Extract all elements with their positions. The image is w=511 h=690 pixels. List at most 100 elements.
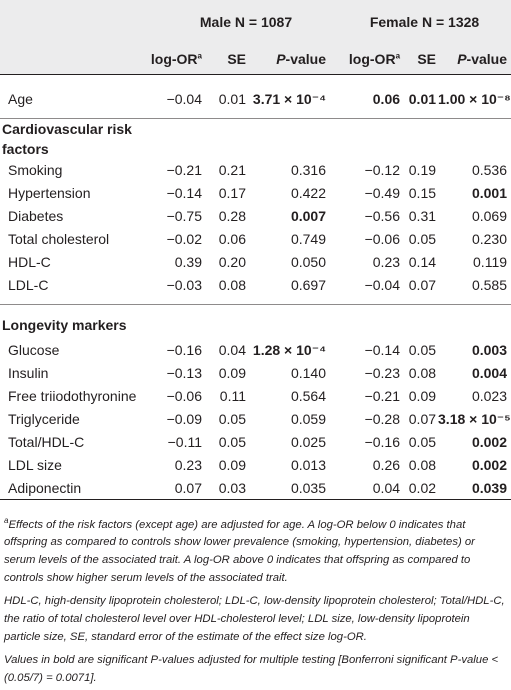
- row-label: Total cholesterol: [8, 231, 110, 247]
- section-title-cont: factors: [2, 140, 49, 157]
- cell-m-se: 0.08: [218, 277, 246, 293]
- cell-f-or: −0.06: [364, 231, 401, 247]
- row-label: Triglyceride: [8, 411, 80, 427]
- cell-m-p: 0.697: [290, 277, 327, 293]
- cell-m-p: 1.28 × 10⁻⁴: [252, 341, 327, 358]
- female-group-header: Female N = 1328: [369, 14, 480, 30]
- cell-m-or: 0.07: [174, 479, 202, 496]
- cell: 0.01: [408, 91, 437, 107]
- cell-m-se: 0.03: [218, 479, 246, 496]
- row-label: LDL size: [8, 457, 62, 473]
- cell: 3.71 × 10⁻⁴: [252, 90, 327, 107]
- table-row: HDL-C 0.39 0.20 0.050 0.23 0.14 0.119: [0, 251, 511, 274]
- cell-f-p: 0.023: [471, 388, 508, 404]
- table-row-age: Age −0.04 0.01 3.71 × 10⁻⁴ 0.06 0.01 1.0…: [0, 88, 511, 110]
- cell-m-p: 0.749: [290, 231, 327, 247]
- cell-m-or: −0.11: [167, 434, 202, 450]
- cell-m-or: −0.16: [166, 342, 202, 358]
- female-se-header: SE: [417, 50, 437, 67]
- cell-f-or: −0.16: [364, 434, 401, 450]
- female-pvalue-header: P-value: [457, 50, 508, 67]
- cell-f-p: 0.536: [471, 162, 508, 178]
- male-pvalue-header: P-value: [276, 50, 327, 67]
- cell-f-se: 0.31: [408, 208, 437, 224]
- footnote-abbreviations: HDL-C, high-density lipoprotein choleste…: [4, 595, 505, 644]
- cell-f-se: 0.05: [408, 434, 437, 450]
- cell-f-se: 0.05: [408, 342, 437, 358]
- section-longevity-rows: Glucose −0.16 0.04 1.28 × 10⁻⁴ −0.14 0.05 0.00…: [0, 339, 511, 500]
- cell-m-or: −0.21: [166, 162, 202, 178]
- section-header-longevity: Longevity markers: [0, 305, 511, 339]
- section-title: Longevity markers: [2, 316, 127, 333]
- cell-m-p: 0.007: [290, 208, 327, 224]
- cell-m-or: −0.13: [166, 365, 202, 381]
- cell-m-p: 0.059: [290, 411, 327, 427]
- cell-f-se: 0.07: [408, 411, 437, 427]
- cell: 1.00 × 10⁻⁸: [438, 90, 511, 107]
- row-label: HDL-C: [8, 254, 51, 270]
- section-header-cardiovascular: Cardiovascular risk factors: [0, 118, 511, 159]
- cell-m-se: 0.05: [218, 411, 246, 427]
- section-title: Cardiovascular risk: [2, 120, 132, 137]
- footnote-bold-values: Values in bold are significant P-values …: [4, 654, 499, 685]
- cell-f-p: 0.002: [471, 434, 508, 450]
- row-label: Adiponectin: [8, 479, 82, 496]
- table-row: Insulin −0.13 0.09 0.140 −0.23 0.08 0.004: [0, 362, 511, 385]
- row-label: Diabetes: [8, 208, 64, 224]
- table-row: Adiponectin 0.07 0.03 0.035 0.04 0.02 0.039: [0, 477, 511, 500]
- cell-m-se: 0.09: [218, 365, 246, 381]
- cell-f-or: −0.28: [364, 411, 401, 427]
- cell: −0.04: [166, 91, 202, 107]
- table-row: Smoking −0.21 0.21 0.316 −0.12 0.19 0.536: [0, 159, 511, 182]
- cell-m-p: 0.050: [290, 254, 327, 270]
- cell-m-p: 0.564: [290, 388, 327, 404]
- cell-m-se: 0.06: [218, 231, 246, 247]
- cell-f-p: 3.18 × 10⁻⁵: [438, 410, 511, 427]
- cell-f-se: 0.08: [408, 365, 437, 381]
- row-label: Total/HDL-C: [8, 434, 85, 450]
- table-row: Total/HDL-C −0.11 0.05 0.025 −0.16 0.05 0.002: [0, 431, 511, 454]
- cell-m-or: −0.02: [166, 231, 202, 247]
- cell-f-se: 0.14: [408, 254, 437, 270]
- cell-m-p: 0.025: [290, 434, 327, 450]
- row-label: Age: [8, 91, 33, 107]
- cell: 0.01: [218, 91, 246, 107]
- table-row: Free triiodothyronine −0.06 0.11 0.564 −0.21…: [0, 385, 511, 408]
- cell-f-p: 0.039: [471, 479, 508, 496]
- male-logor-header: log-ORa: [150, 50, 202, 67]
- cell-f-p: 0.004: [471, 365, 508, 381]
- cell-m-p: 0.422: [290, 185, 327, 201]
- cell-m-se: 0.21: [218, 162, 246, 178]
- cell-m-se: 0.04: [218, 342, 246, 358]
- table-row: Glucose −0.16 0.04 1.28 × 10⁻⁴ −0.14 0.05 0.00…: [0, 339, 511, 362]
- table-footnotes: aEffects of the risk factors (except age…: [0, 506, 511, 688]
- results-table: Male N = 1087 Female N = 1328 log-ORa SE…: [0, 0, 511, 501]
- cell-f-or: −0.49: [364, 185, 401, 201]
- row-label: Smoking: [8, 162, 63, 178]
- row-label: Hypertension: [8, 185, 91, 201]
- cell-m-se: 0.17: [218, 185, 246, 201]
- cell-m-or: −0.06: [166, 388, 202, 404]
- table-row: Triglyceride −0.09 0.05 0.059 −0.28 0.07 3.18 …: [0, 408, 511, 431]
- cell-f-se: 0.15: [408, 185, 437, 201]
- cell-f-or: −0.14: [364, 342, 401, 358]
- cell-m-se: 0.05: [218, 434, 246, 450]
- cell-f-p: 0.230: [471, 231, 508, 247]
- male-se-header: SE: [227, 50, 246, 67]
- cell-f-or: −0.23: [364, 365, 401, 381]
- row-label: Free triiodothyronine: [8, 388, 137, 404]
- column-header-row: log-ORa SE P-value log-ORa SE P-value: [0, 44, 511, 74]
- cell-m-p: 0.316: [290, 162, 327, 178]
- cell-m-se: 0.28: [218, 208, 246, 224]
- cell-m-se: 0.20: [218, 254, 246, 270]
- cell-f-or: 0.23: [372, 254, 401, 270]
- table-row: Diabetes −0.75 0.28 0.007 −0.56 0.31 0.069: [0, 205, 511, 228]
- cell-f-p: 0.002: [471, 457, 508, 473]
- table-row: Hypertension −0.14 0.17 0.422 −0.49 0.15 0.001: [0, 182, 511, 205]
- row-label: Insulin: [8, 365, 49, 381]
- cell-f-p: 0.003: [471, 342, 508, 358]
- cell-m-or: −0.75: [166, 208, 202, 224]
- cell-f-or: −0.21: [364, 388, 401, 404]
- cell-f-or: 0.04: [372, 479, 401, 496]
